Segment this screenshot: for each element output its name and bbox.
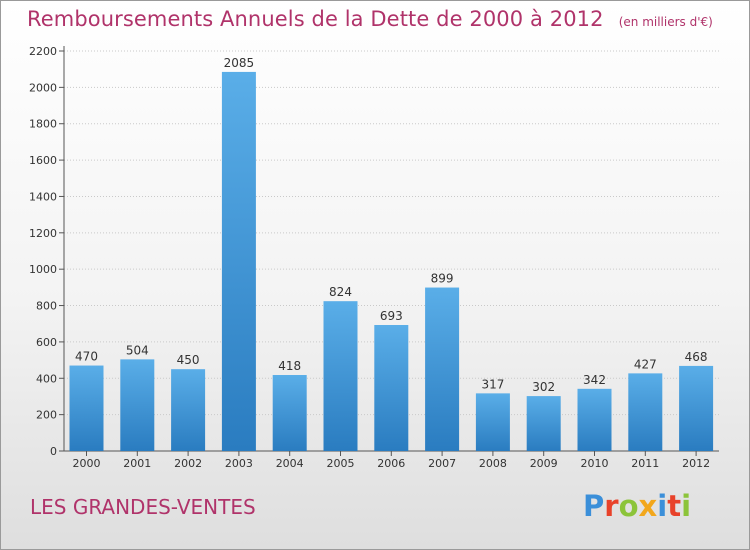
- proxiti-logo: Proxiti: [583, 489, 691, 523]
- logo-letter: o: [618, 489, 639, 523]
- data-label-2003: 2085: [224, 56, 255, 70]
- y-tick-label: 2200: [29, 45, 57, 58]
- data-label-2000: 470: [75, 350, 98, 364]
- chart-title-block: Remboursements Annuels de la Dette de 20…: [27, 7, 713, 31]
- y-tick-label: 0: [50, 445, 57, 458]
- bar-2010: [577, 388, 612, 451]
- y-tick-label: 1400: [29, 190, 57, 203]
- data-label-2007: 899: [431, 272, 454, 286]
- data-label-2006: 693: [380, 309, 403, 323]
- x-tick-label-2004: 2004: [276, 457, 304, 470]
- y-tick-label: 1200: [29, 227, 57, 240]
- logo-letter: P: [583, 489, 605, 523]
- place-name: LES GRANDES-VENTES: [30, 495, 256, 519]
- logo-letter: i: [657, 489, 668, 523]
- x-tick-label-2003: 2003: [225, 457, 253, 470]
- bar-2012: [679, 365, 714, 451]
- y-tick-label: 1800: [29, 118, 57, 131]
- bar-2004: [272, 375, 307, 451]
- data-label-2009: 302: [532, 380, 555, 394]
- data-label-2005: 824: [329, 285, 352, 299]
- bars: [69, 71, 714, 451]
- data-label-2008: 317: [481, 377, 504, 391]
- x-tick-label-2011: 2011: [631, 457, 659, 470]
- labels: 0 200 400 600 800 1000 1200 1400 1600 1800 2000 220…: [29, 45, 710, 470]
- chart-title: Remboursements Annuels de la Dette de 20…: [27, 7, 604, 31]
- bar-2001: [120, 359, 155, 451]
- unit-note: (en milliers d'€): [618, 15, 713, 29]
- x-tick-label-2010: 2010: [581, 457, 609, 470]
- bar-2002: [171, 369, 206, 451]
- x-tick-label-2009: 2009: [530, 457, 558, 470]
- data-label-2011: 427: [634, 357, 657, 371]
- logo-letter: i: [681, 489, 692, 523]
- y-tick-label: 600: [36, 336, 57, 349]
- data-label-2001: 504: [126, 343, 149, 357]
- y-tick-label: 2000: [29, 81, 57, 94]
- bar-2011: [628, 373, 663, 451]
- y-tick-label: 1600: [29, 154, 57, 167]
- bar-2005: [323, 301, 358, 451]
- x-tick-label-2005: 2005: [327, 457, 355, 470]
- bar-2006: [374, 325, 409, 451]
- x-tick-label-2012: 2012: [682, 457, 710, 470]
- data-label-2010: 342: [583, 373, 606, 387]
- bar-2007: [425, 287, 460, 451]
- y-tick-label: 1000: [29, 263, 57, 276]
- y-tick-label: 200: [36, 409, 57, 422]
- bar-2008: [475, 393, 510, 451]
- bar-2000: [69, 365, 104, 451]
- logo-letter: t: [667, 489, 682, 523]
- x-tick-label-2008: 2008: [479, 457, 507, 470]
- bar-2003: [221, 71, 256, 451]
- logo-letter: r: [604, 489, 619, 523]
- x-tick-label-2007: 2007: [428, 457, 456, 470]
- x-tick-label-2000: 2000: [73, 457, 101, 470]
- x-tick-label-2002: 2002: [174, 457, 202, 470]
- x-tick-label-2006: 2006: [377, 457, 405, 470]
- x-tick-label-2001: 2001: [123, 457, 151, 470]
- y-tick-label: 800: [36, 300, 57, 313]
- data-label-2002: 450: [177, 353, 200, 367]
- data-label-2012: 468: [685, 350, 708, 364]
- y-tick-label: 400: [36, 372, 57, 385]
- data-label-2004: 418: [278, 359, 301, 373]
- logo-letter: x: [638, 489, 658, 523]
- bar-2009: [526, 396, 561, 451]
